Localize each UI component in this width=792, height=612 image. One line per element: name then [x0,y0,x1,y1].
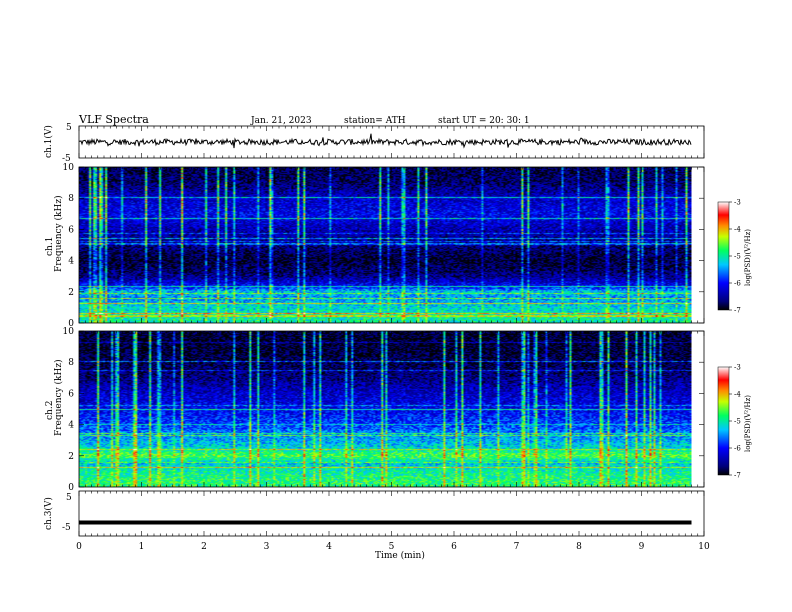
ch1-ytick-top: 5 [66,123,72,133]
ch1-channel-label: ch.1 [45,237,55,256]
station-label: station= ATH [344,116,406,126]
time-tick-label: 9 [639,542,645,552]
time-tick-label: 7 [514,542,520,552]
ch2-frequency-label: Frequency (kHz) [53,359,64,436]
ch1-colorbar-ticks: -3 -4 -5 -6 -7 [729,199,741,315]
ch1-frequency-tick-label: 2 [68,288,74,298]
time-tick-label: 4 [326,542,332,552]
time-tick-label: 6 [451,542,457,552]
ch1-frequency-label: Frequency (kHz) [53,195,64,272]
ch1-waveform-trace [78,133,692,149]
time-tick-label: 5 [389,542,395,552]
figure-title: VLF Spectra [78,113,149,126]
colorbar2-tick-label: -5 [734,418,741,426]
ch2-frequency-tick-label: 0 [68,483,74,493]
ch1-waveform-panel: 5 -5 ch.1(V) [43,123,705,164]
ch2-frequency-tick-label: 6 [68,389,74,399]
ch1-colorbar-label: log(PSD)(V²/Hz) [744,229,752,286]
ch2-frequency-tick-label: 4 [68,421,74,431]
time-tick-label: 2 [201,542,207,552]
ch1-frequency-tick-label: 8 [68,194,74,204]
ch2-channel-label: ch.2 [45,401,55,420]
ch2-colorbar [717,366,730,476]
ch3-ytick-bottom: -5 [62,523,71,533]
colorbar2-tick-label: -3 [734,364,741,372]
ch1-ytick-bottom: -5 [62,154,71,164]
colorbar1-tick-label: -4 [734,226,741,234]
ch2-frequency-tick-label: 8 [68,358,74,368]
ch1-frequency-tick-label: 6 [68,225,74,235]
ch3-ytick-top: 5 [66,493,72,503]
ch1-spectrogram-image [79,167,692,323]
colorbar2-tick-label: -6 [734,445,741,453]
ch1-frequency-tick-label: 10 [63,163,75,173]
ch1-spectrogram-ticks: 0 2 4 6 8 10 [63,163,705,329]
ch1-colorbar [717,201,730,311]
time-axis-label: Time (min) [375,550,425,561]
start-time-label: start UT = 20: 30: 1 [438,116,530,126]
time-tick-label: 8 [576,542,582,552]
colorbar1-tick-label: -5 [734,253,741,261]
colorbar1-tick-label: -3 [734,199,741,207]
ch3-waveform-frame [78,490,705,537]
colorbar1-tick-label: -6 [734,280,741,288]
time-tick-label: 3 [264,542,270,552]
ch2-spectrogram-image [79,331,692,487]
ch1-waveform-ticks [78,126,705,158]
time-axis-ticks: 0 1 2 3 4 5 6 7 8 9 10 [76,542,710,552]
time-tick-label: 0 [76,542,82,552]
ch1-waveform-ylabel: ch.1(V) [43,125,54,158]
colorbar1-tick-label: -7 [734,307,741,315]
ch1-frequency-tick-label: 4 [68,257,74,267]
ch3-waveform-ticks [78,491,705,536]
ch1-frequency-tick-label: 0 [68,319,74,329]
ch3-waveform-ylabel: ch.3(V) [43,497,54,530]
ch2-frequency-tick-label: 10 [63,327,75,337]
time-tick-label: 1 [139,542,145,552]
ch2-spectrogram-ticks: 0 2 4 6 8 10 [63,327,705,493]
ch3-waveform-panel: 5 -5 ch.3(V) [43,490,705,537]
ch3-waveform-trace [79,520,692,525]
colorbar2-tick-label: -4 [734,391,741,399]
ch2-frequency-tick-label: 2 [68,452,74,462]
ch2-colorbar-label: log(PSD)(V²/Hz) [744,395,752,452]
date-label: Jan. 21, 2023 [250,116,312,126]
ch2-colorbar-ticks: -3 -4 -5 -6 -7 [729,364,741,480]
time-tick-label: 10 [698,542,710,552]
colorbar2-tick-label: -7 [734,472,741,480]
